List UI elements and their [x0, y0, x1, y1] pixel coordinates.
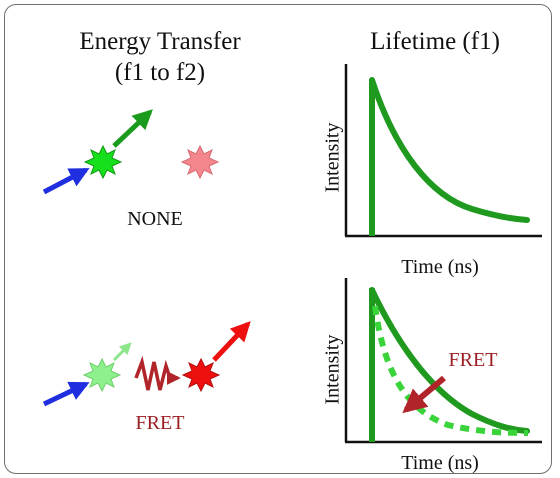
bottom-decay-curve: [369, 287, 530, 434]
bottom-xlabel: Time (ns): [401, 452, 479, 474]
emission-arrow-icon: [212, 321, 251, 362]
energy-transfer-title: Energy Transfer (f1 to f2): [20, 26, 300, 88]
acceptor-star-icon: [180, 144, 220, 180]
fret-annotation: FRET: [448, 349, 498, 371]
emission-arrow-icon: [112, 109, 153, 148]
excitation-arrow-icon: [42, 167, 90, 195]
fret-zigzag-icon: [134, 355, 181, 391]
energy-transfer-title-line2: (f1 to f2): [114, 59, 206, 86]
lifetime-title: Lifetime (f1): [370, 28, 500, 55]
excitation-arrow-icon: [42, 381, 90, 407]
donor-star-icon: [83, 144, 123, 180]
emission-arrow-icon: [112, 342, 132, 362]
energy-transfer-title-line1: Energy Transfer: [79, 28, 241, 55]
fret-label: FRET: [135, 412, 185, 434]
none-label: NONE: [127, 208, 183, 230]
top-xlabel: Time (ns): [401, 256, 479, 278]
fret-annotation-arrow: [402, 375, 446, 414]
top-decay-curve: [369, 77, 530, 223]
figure-panel: [4, 4, 552, 474]
bottom-fret-decay-curve: [372, 305, 529, 436]
acceptor-star-icon: [181, 357, 221, 393]
donor-star-icon: [82, 357, 122, 393]
